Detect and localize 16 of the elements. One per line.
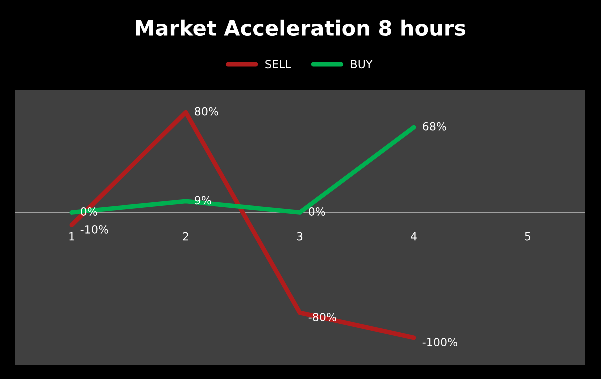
chart-title: Market Acceleration 8 hours [136,20,466,36]
x-tick-label: 4 [411,232,417,241]
x-tick-label: 2 [183,232,188,241]
data-label: -100% [422,338,458,347]
legend-label: SELL [266,60,292,69]
data-label: 9% [195,196,212,205]
data-label: 0% [309,208,326,216]
data-label: 0% [81,208,98,216]
x-tick-label: 3 [297,232,303,241]
data-label: 68% [423,122,446,131]
x-tick-label: 5 [525,232,531,241]
data-label: 80% [195,107,218,116]
x-tick-label: 1 [70,232,75,241]
data-label: -80% [308,313,336,322]
data-label: -10% [80,225,108,234]
legend-label: BUY [351,60,373,69]
